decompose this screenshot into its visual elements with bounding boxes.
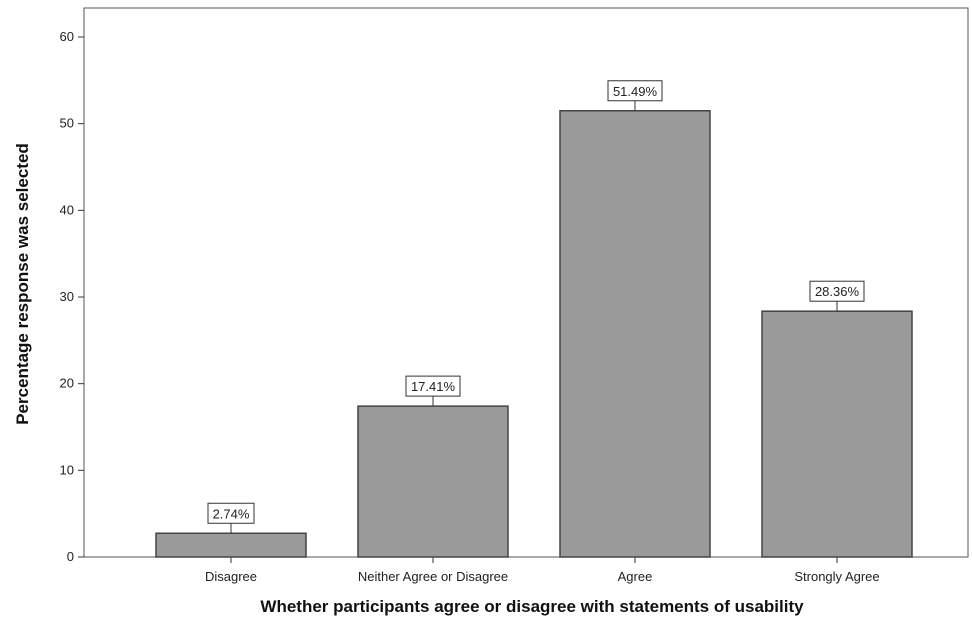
x-tick-label: Neither Agree or Disagree: [358, 569, 508, 584]
y-tick-label: 50: [60, 116, 74, 131]
data-label: 28.36%: [815, 284, 860, 299]
data-labels: 2.74% 17.41% 51.49% 28.36%: [207, 80, 865, 534]
x-axis: Disagree Neither Agree or Disagree Agree St…: [205, 557, 880, 584]
bar: [559, 110, 711, 558]
y-tick-label: 20: [60, 376, 74, 391]
data-label: 2.74%: [213, 506, 250, 521]
y-tick-label: 10: [60, 462, 74, 477]
bar: [155, 532, 307, 558]
bars: [155, 110, 913, 558]
y-axis-title: Percentage response was selected: [13, 143, 32, 425]
y-axis: 0 10 20 30 40 50 60: [60, 29, 84, 564]
x-tick-label: Agree: [618, 569, 653, 584]
bar: [357, 405, 509, 558]
x-axis-title: Whether participants agree or disagree w…: [260, 597, 804, 616]
data-label: 17.41%: [411, 379, 456, 394]
data-label-box: [207, 502, 255, 524]
x-tick-label: Disagree: [205, 569, 257, 584]
bar: [761, 310, 913, 558]
y-tick-label: 40: [60, 202, 74, 217]
data-label: 51.49%: [613, 84, 658, 99]
y-tick-label: 60: [60, 29, 74, 44]
y-tick-label: 0: [67, 549, 74, 564]
data-label-box: [405, 375, 461, 397]
data-label-box: [809, 280, 865, 302]
data-label-box: [607, 80, 663, 102]
y-tick-label: 30: [60, 289, 74, 304]
x-tick-label: Strongly Agree: [794, 569, 879, 584]
